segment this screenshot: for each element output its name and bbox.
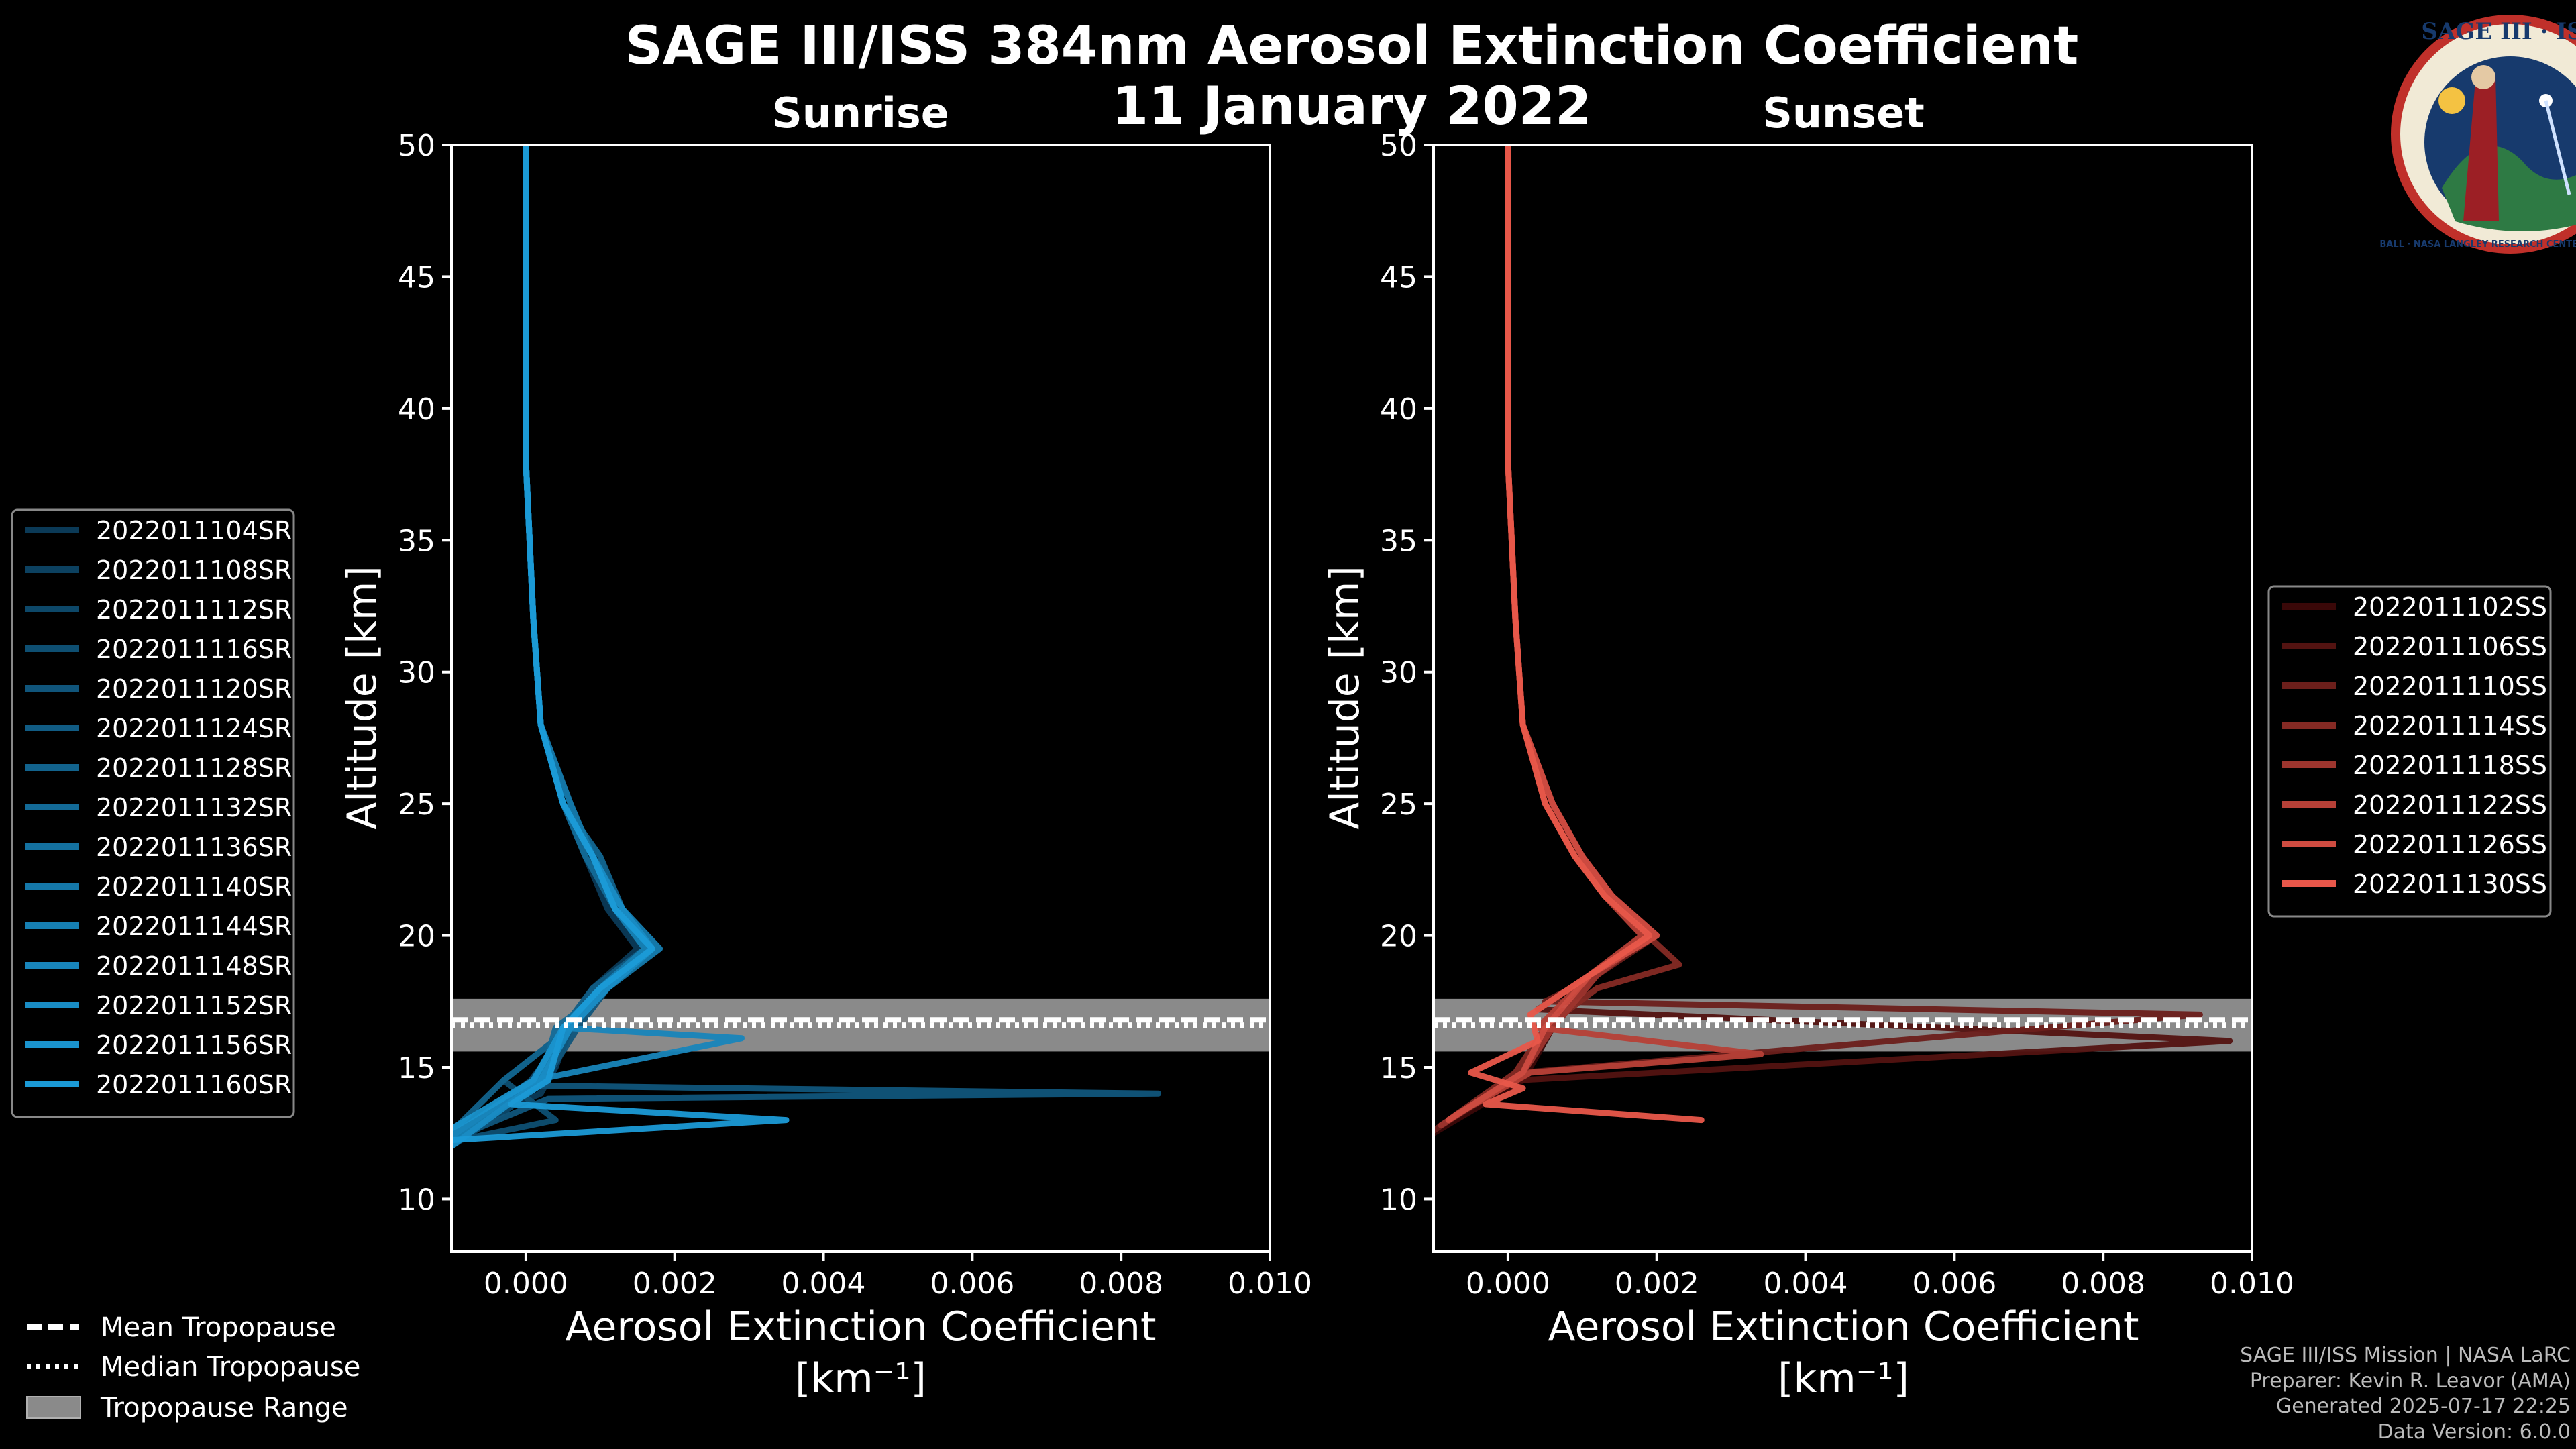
legend-label-2022011130SS: 2022011130SS [2353, 869, 2547, 899]
y-tick-label: 25 [398, 788, 435, 822]
y-tick-label: 10 [1380, 1183, 1417, 1217]
mean-tropopause-label: Mean Tropopause [101, 1312, 336, 1343]
legend-label-2022011156SR: 2022011156SR [96, 1030, 292, 1060]
x-tick-label: 0.004 [782, 1267, 866, 1301]
legend-label-2022011112SR: 2022011112SR [96, 595, 292, 625]
x-tick-label: 0.004 [1764, 1267, 1848, 1301]
sunset-plot: 10 15 20 25 30 35 40 45 50 0.000 0.002 0.004 0.006 0.… [1380, 129, 2294, 1301]
logo-title: SAGE III · ISS [2421, 18, 2576, 45]
legend-label-2022011136SR: 2022011136SR [96, 833, 292, 862]
x-tick-label: 0.000 [1466, 1267, 1550, 1301]
sunset-ylabel: Altitude [km] [1322, 566, 1368, 830]
y-tick-label: 40 [1380, 392, 1417, 427]
legend-label-2022011114SS: 2022011114SS [2353, 711, 2547, 741]
y-tick-label: 15 [1380, 1051, 1417, 1085]
y-tick-label: 35 [398, 524, 435, 558]
legend-label-2022011140SR: 2022011140SR [96, 872, 292, 902]
figure-date: 11 January 2022 [1112, 76, 1592, 137]
legend-label-2022011104SR: 2022011104SR [96, 516, 292, 545]
legend-label-2022011144SR: 2022011144SR [96, 912, 292, 941]
sunrise-xlabel: Aerosol Extinction Coefficient [566, 1303, 1157, 1350]
x-tick-label: 0.008 [1079, 1267, 1163, 1301]
median-tropopause-label: Median Tropopause [101, 1352, 360, 1383]
x-tick-label: 0.000 [484, 1267, 568, 1301]
footer-preparer: Preparer: Kevin R. Leavor (AMA) [2249, 1369, 2571, 1393]
sunrise-plot: 10 15 20 25 30 35 40 45 50 0.000 0.002 0.004 0.006 0.… [398, 129, 1312, 1301]
sunrise-panel-title: Sunrise [772, 89, 949, 138]
y-tick-label: 50 [398, 129, 435, 163]
y-tick-label: 10 [398, 1183, 435, 1217]
series-line-2022011160SR [451, 145, 790, 1144]
legend-label-2022011110SS: 2022011110SS [2353, 672, 2547, 701]
footer-generated: Generated 2025-07-17 22:25 [2275, 1395, 2571, 1418]
footer-credits: SAGE III/ISS Mission | NASA LaRC Prepare… [2240, 1343, 2571, 1445]
footer-version: Data Version: 6.0.0 [2377, 1420, 2571, 1444]
legend-label-2022011132SR: 2022011132SR [96, 793, 292, 822]
footer-mission: SAGE III/ISS Mission | NASA LaRC [2240, 1344, 2571, 1367]
figure-title: SAGE III/ISS 384nm Aerosol Extinction Co… [625, 16, 2079, 76]
legend-label-2022011160SR: 2022011160SR [96, 1070, 292, 1099]
sunrise-legend: 2022011104SR 2022011108SR 2022011112SR 2022… [11, 508, 295, 1118]
x-tick-label: 0.002 [1615, 1267, 1699, 1301]
legend-label-2022011126SS: 2022011126SS [2353, 830, 2547, 859]
y-tick-label: 30 [398, 656, 435, 690]
y-tick-label: 25 [1380, 788, 1417, 822]
y-tick-label: 15 [398, 1051, 435, 1085]
y-tick-label: 35 [1380, 524, 1417, 558]
legend-box [2267, 585, 2552, 918]
legend-label-2022011116SR: 2022011116SR [96, 635, 292, 664]
sunset-panel-title: Sunset [1762, 89, 1925, 138]
y-tick-label: 50 [1380, 129, 1417, 163]
sunrise-xlabel-units: [km⁻¹] [795, 1355, 926, 1402]
sunset-legend: 2022011102SS 2022011106SS 2022011110SS 2022… [2267, 585, 2552, 918]
legend-label-2022011102SS: 2022011102SS [2353, 592, 2547, 622]
y-tick-label: 20 [398, 920, 435, 954]
sunset-xlabel: Aerosol Extinction Coefficient [1548, 1303, 2139, 1350]
legend-label-2022011152SR: 2022011152SR [96, 991, 292, 1020]
logo-ring-text: BALL · NASA LANGLEY RESEARCH CENTER · TA… [2379, 239, 2576, 250]
plot-frame [1432, 144, 2253, 1253]
legend-label-2022011120SR: 2022011120SR [96, 674, 292, 704]
x-tick-label: 0.002 [633, 1267, 717, 1301]
legend-box [11, 508, 295, 1118]
legend-label-2022011118SS: 2022011118SS [2353, 751, 2547, 780]
sunset-xlabel-units: [km⁻¹] [1778, 1355, 1909, 1402]
y-tick-label: 45 [398, 260, 435, 294]
legend-label-2022011128SR: 2022011128SR [96, 753, 292, 783]
sage-iii-iss-logo: SAGE III · ISS BALL · NASA LANGLEY RESEA… [2379, 15, 2576, 254]
series-line-2022011130SS [1468, 145, 1705, 1124]
y-tick-label: 30 [1380, 656, 1417, 690]
legend-label-2022011122SS: 2022011122SS [2353, 790, 2547, 820]
x-tick-label: 0.008 [2061, 1267, 2145, 1301]
y-tick-label: 40 [398, 392, 435, 427]
x-tick-label: 0.010 [2210, 1267, 2294, 1301]
tropopause-range-label: Tropopause Range [100, 1393, 348, 1424]
y-tick-label: 45 [1380, 260, 1417, 294]
tropopause-legend: Mean Tropopause Median Tropopause Tropop… [26, 1312, 360, 1424]
legend-label-2022011124SR: 2022011124SR [96, 714, 292, 743]
legend-label-2022011108SR: 2022011108SR [96, 555, 292, 585]
legend-label-2022011106SS: 2022011106SS [2353, 632, 2547, 661]
tropopause-range-swatch [26, 1396, 81, 1419]
x-tick-label: 0.006 [930, 1267, 1014, 1301]
x-tick-label: 0.010 [1228, 1267, 1312, 1301]
sunrise-ylabel: Altitude [km] [339, 566, 386, 830]
x-tick-label: 0.006 [1912, 1267, 1996, 1301]
y-tick-label: 20 [1380, 920, 1417, 954]
plot-frame [450, 144, 1271, 1253]
legend-label-2022011148SR: 2022011148SR [96, 951, 292, 981]
